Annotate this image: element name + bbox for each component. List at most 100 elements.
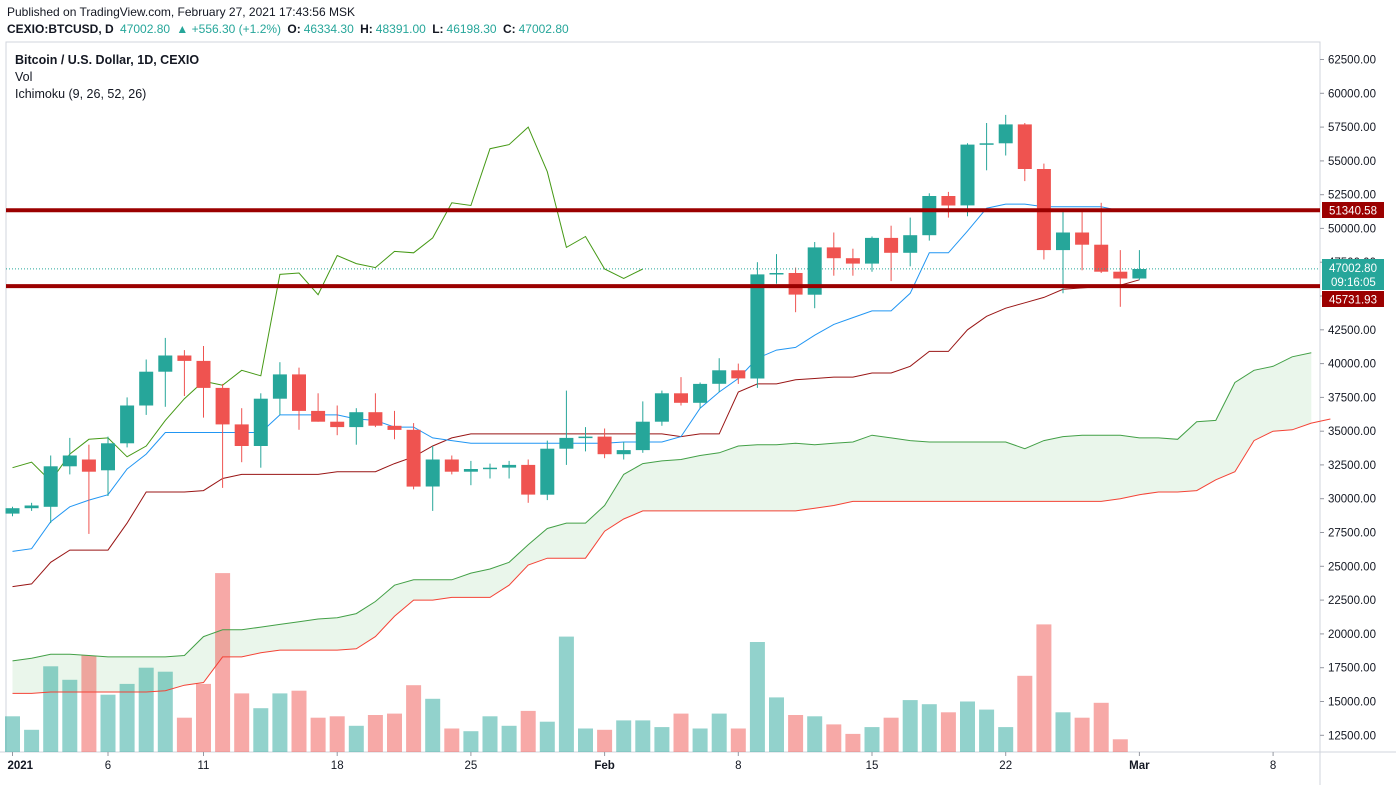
price-tick-label: 20000.00 xyxy=(1328,629,1376,641)
chart-header: Published on TradingView.com, February 2… xyxy=(7,4,572,38)
volume-bar xyxy=(864,727,880,752)
volume-bar xyxy=(329,716,345,752)
price-tick-label: 17500.00 xyxy=(1328,663,1376,675)
candle-body xyxy=(941,196,956,206)
volume-bar xyxy=(1074,717,1090,752)
time-tick-label: 25 xyxy=(465,760,478,772)
candle-body xyxy=(712,370,727,384)
legend-vol[interactable]: Vol xyxy=(15,70,33,84)
volume-bar xyxy=(616,720,632,752)
open-label: O: xyxy=(287,22,301,36)
candle-body xyxy=(272,374,287,399)
volume-bar xyxy=(196,683,211,752)
time-tick-label: Feb xyxy=(594,760,614,772)
volume-bar xyxy=(539,721,555,752)
last-price-value: 47002.80 xyxy=(120,22,171,36)
volume-bar xyxy=(43,666,59,752)
volume-bar xyxy=(367,715,383,752)
candle-body xyxy=(674,393,688,403)
time-tick-label: 6 xyxy=(105,760,111,772)
symbol-ohlc-line: CEXIO:BTCUSD, D 47002.80 ▲ +556.30 (+1.2… xyxy=(7,21,572,38)
cloud-fill xyxy=(12,352,1312,694)
last-price-badge-text: 47002.80 xyxy=(1329,263,1377,275)
legend-ichimoku[interactable]: Ichimoku (9, 26, 52, 26) xyxy=(15,87,147,101)
candle-body xyxy=(654,393,669,422)
volume-bar xyxy=(597,729,613,752)
volume-bar xyxy=(960,701,975,752)
volume-bar xyxy=(807,716,823,752)
time-tick-label: 15 xyxy=(866,760,879,772)
candle-body xyxy=(1113,271,1128,279)
price-badges: 51340.58 47002.80 09:16:05 45731.93 xyxy=(1322,202,1384,307)
low-label: L: xyxy=(432,22,444,36)
volume-bar xyxy=(157,671,173,752)
candle-body xyxy=(349,412,364,428)
volume-bar xyxy=(138,667,154,752)
candle-body xyxy=(769,273,784,275)
volume-bar xyxy=(1093,702,1109,752)
lower-level-badge-text: 45731.93 xyxy=(1329,295,1377,307)
candle-body xyxy=(731,370,746,379)
candle-body xyxy=(1094,244,1109,272)
senkou-span-b-line xyxy=(12,418,1331,694)
volume-bar xyxy=(1017,675,1033,752)
indicator-legend: Bitcoin / U.S. Dollar, 1D, CEXIO Vol Ich… xyxy=(15,52,199,103)
volume-bar xyxy=(5,716,20,752)
volume-bar xyxy=(81,655,97,752)
volume-bar xyxy=(711,713,727,752)
candle-body xyxy=(807,247,822,295)
price-tick-label: 60000.00 xyxy=(1328,88,1376,100)
volume-bar xyxy=(730,728,746,752)
candle-body xyxy=(253,398,268,446)
candle-body xyxy=(903,235,918,253)
low-value: 46198.30 xyxy=(446,22,497,36)
candle-body xyxy=(979,143,994,145)
price-tick-label: 57500.00 xyxy=(1328,122,1376,134)
volume-bar xyxy=(883,717,899,752)
volume-bar xyxy=(24,729,40,752)
time-tick-label: 11 xyxy=(198,760,210,772)
volume-bar xyxy=(902,700,918,752)
volume-bar xyxy=(1055,712,1071,752)
time-axis[interactable]: 2021 6 11 18 25 Feb 8 15 22 Mar 8 xyxy=(8,752,1277,772)
volume-bar xyxy=(654,727,670,752)
volume-bar xyxy=(176,717,192,752)
time-tick-label: 18 xyxy=(331,760,344,772)
candle-body xyxy=(750,274,765,379)
ichimoku-cloud xyxy=(12,352,1312,694)
candle-body xyxy=(960,144,975,206)
high-label: H: xyxy=(360,22,373,36)
candle-body xyxy=(1132,269,1147,279)
price-tick-label: 32500.00 xyxy=(1328,460,1376,472)
legend-title[interactable]: Bitcoin / U.S. Dollar, 1D, CEXIO xyxy=(15,53,200,67)
candle-body xyxy=(635,421,650,451)
price-tick-label: 37500.00 xyxy=(1328,392,1376,404)
chikou-span-line xyxy=(12,126,644,482)
candle-body xyxy=(62,455,77,467)
lower-level-badge xyxy=(1322,291,1384,307)
candle-body xyxy=(368,412,383,426)
volume-bar xyxy=(1036,624,1052,752)
close-label: C: xyxy=(502,22,516,36)
candle-body xyxy=(120,405,135,444)
close-value: 47002.80 xyxy=(518,22,569,36)
candle-body xyxy=(101,443,115,471)
price-tick-label: 12500.00 xyxy=(1328,730,1376,742)
candle-body xyxy=(158,355,173,372)
volume-bar xyxy=(444,728,460,752)
candle-body xyxy=(483,467,497,470)
volume-bar xyxy=(425,698,441,752)
volume-bar xyxy=(673,713,689,752)
time-tick-label: 8 xyxy=(735,760,741,772)
volume-bar xyxy=(921,704,937,752)
price-axis[interactable]: 62500.00 60000.00 57500.00 55000.00 52500.00… xyxy=(1320,55,1376,743)
upper-level-badge xyxy=(1322,202,1384,218)
volume-bar xyxy=(62,679,78,752)
candle-body xyxy=(330,421,345,428)
volume-bar xyxy=(692,728,708,752)
volume-bar xyxy=(845,733,861,752)
volume-bar xyxy=(406,685,422,752)
candle-body xyxy=(884,237,899,253)
volume-bar xyxy=(1112,739,1128,752)
